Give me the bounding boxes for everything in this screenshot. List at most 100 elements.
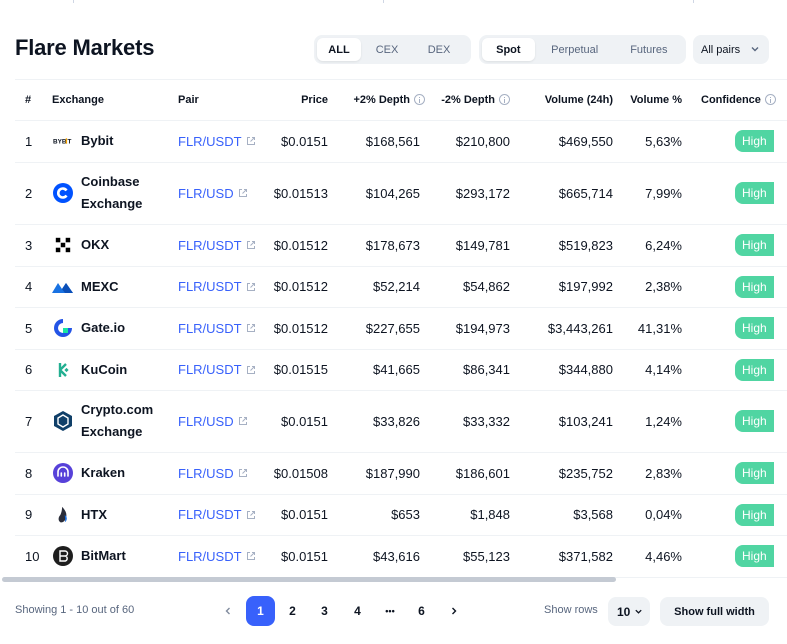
pair-link[interactable]: FLR/USDT (178, 266, 256, 307)
info-icon[interactable] (764, 94, 776, 105)
exchange-name-link[interactable]: MEXC (81, 278, 119, 294)
rank-cell: 9 (25, 507, 33, 522)
pair-link[interactable]: FLR/USDT (178, 120, 256, 162)
confidence-cell: High (735, 390, 774, 452)
col-minus-depth[interactable]: -2% Depth (425, 79, 510, 120)
pair-label: FLR/USDT (178, 237, 242, 253)
col-price[interactable]: Price (301, 93, 328, 106)
tab-futures[interactable]: Futures (630, 43, 668, 56)
horizontal-scrollbar-thumb[interactable] (2, 577, 616, 582)
volume-cell: $665,714 (558, 185, 613, 201)
table-row[interactable]: 9 HTX FLR/USDT $0.0151 $653 $1,848 $3,568 0,04%… (15, 494, 787, 535)
rank-cell: 7 (25, 413, 33, 429)
table-row[interactable]: 2 Coinbase Exchange FLR/USD $0.01513 $104,26… (15, 162, 787, 224)
col-rank[interactable]: # (25, 93, 32, 106)
col-volume[interactable]: Volume (24h) (544, 93, 613, 106)
volume-cell: $469,550 (558, 133, 613, 149)
table-row[interactable]: 3 OKX FLR/USDT $0.01512 $178,673 $149,781 $519… (15, 224, 787, 266)
page-6-button[interactable]: 6 (418, 604, 425, 618)
exchange-name-link[interactable]: HTX (81, 506, 107, 522)
type-filter: ALL CEX DEX (314, 35, 471, 64)
confidence-cell: High (735, 266, 774, 307)
page-ellipsis: ••• (385, 606, 395, 616)
next-page-button[interactable] (444, 596, 464, 626)
pair-link[interactable]: FLR/USDT (178, 224, 256, 266)
rank-cell: 3 (25, 237, 33, 253)
svg-text:BYB: BYB (53, 139, 67, 146)
cryptocom-logo-icon (52, 390, 74, 452)
exchange-name-link[interactable]: OKX (81, 237, 110, 252)
exchange-name-link[interactable]: Bybit (81, 133, 114, 148)
exchange-name-link[interactable]: BitMart (81, 548, 126, 563)
confidence-badge: High (735, 503, 774, 526)
table-row[interactable]: 1 BYB T Bybit FLR/USDT $0.0151 $168,561 $210,80… (15, 120, 787, 162)
tab-dex[interactable]: DEX (427, 43, 451, 56)
plus-depth-cell: $178,673 (365, 237, 420, 253)
minus-depth-cell: $55,123 (463, 548, 510, 564)
rank-cell: 8 (25, 465, 33, 481)
confidence-cell: High (735, 452, 774, 494)
external-link-icon (246, 241, 255, 249)
table-row[interactable]: 6 KuCoin FLR/USDT $0.01515 $41,665 $86,341 $34… (15, 349, 787, 390)
table-row[interactable]: 7 Crypto.com Exchange FLR/USD $0.0151 $33,82… (15, 390, 787, 452)
col-pair[interactable]: Pair (178, 93, 199, 106)
page-2-button[interactable]: 2 (289, 604, 296, 618)
prev-page-button[interactable] (218, 596, 238, 626)
pair-link[interactable]: FLR/USD (178, 390, 248, 452)
table-row[interactable]: 10 BitMart FLR/USDT $0.0151 $43,616 $55,123 $3… (15, 535, 787, 577)
volume-cell: $3,568 (573, 507, 613, 522)
tab-cex[interactable]: CEX (375, 43, 399, 56)
exchange-name-link[interactable]: Coinbase Exchange (81, 174, 143, 211)
col-confidence[interactable]: Confidence (701, 79, 776, 120)
pair-link[interactable]: FLR/USD (178, 162, 248, 224)
page-1-button[interactable]: 1 (246, 596, 275, 626)
rows-per-page-select[interactable]: 10 (608, 597, 650, 626)
exchange-name-link[interactable]: Crypto.com Exchange (81, 402, 154, 439)
external-link-icon (246, 510, 255, 519)
page-3-button[interactable]: 3 (321, 604, 328, 618)
table-row[interactable]: 8 Kraken FLR/USD $0.01508 $187,990 $186,601 $2… (15, 452, 787, 494)
external-link-icon (246, 324, 255, 332)
plus-depth-cell: $168,561 (365, 133, 420, 149)
external-link-icon (238, 469, 247, 477)
minus-depth-cell: $1,848 (470, 507, 510, 522)
pair-link[interactable]: FLR/USDT (178, 535, 256, 577)
info-icon[interactable] (414, 94, 425, 105)
show-full-width-button[interactable]: Show full width (660, 597, 769, 626)
coinbase-logo-icon (52, 162, 74, 224)
minus-depth-cell: $33,332 (463, 413, 510, 429)
pair-label: FLR/USDT (178, 507, 242, 522)
exchange-name-link[interactable]: KuCoin (81, 361, 128, 377)
pair-link[interactable]: FLR/USD (178, 452, 248, 494)
pair-link[interactable]: FLR/USDT (178, 307, 256, 349)
all-pairs-dropdown[interactable]: All pairs (693, 35, 769, 64)
tab-all[interactable]: ALL (317, 38, 361, 61)
table-row[interactable]: 4 MEXC FLR/USDT $0.01512 $52,214 $54,862 $197,… (15, 266, 787, 307)
tab-spot[interactable]: Spot (482, 38, 535, 61)
tab-perpetual[interactable]: Perpetual (551, 43, 599, 56)
col-volume-pct[interactable]: Volume % (630, 93, 682, 106)
page-4-button[interactable]: 4 (354, 604, 361, 618)
table-row[interactable]: 5 Gate.io FLR/USDT $0.01512 $227,655 $194,973… (15, 307, 787, 349)
exchange-name-link[interactable]: Gate.io (81, 320, 126, 335)
volume-cell: $3,443,261 (547, 320, 613, 336)
volume-cell: $344,880 (558, 362, 613, 377)
rank-cell: 4 (25, 279, 33, 294)
info-icon[interactable] (499, 94, 510, 105)
col-plus-depth[interactable]: +2% Depth (335, 79, 425, 120)
volume-cell: $371,582 (558, 548, 613, 564)
top-divider-marks (0, 0, 787, 4)
confidence-badge: High (735, 358, 774, 381)
plus-depth-cell: $187,990 (365, 465, 420, 481)
htx-logo-icon (52, 494, 74, 535)
rank-cell: 5 (25, 320, 33, 336)
exchange-name-link[interactable]: Kraken (81, 465, 126, 480)
pair-link[interactable]: FLR/USDT (178, 494, 256, 535)
pair-link[interactable]: FLR/USDT (178, 349, 256, 390)
col-minus-depth-label: -2% Depth (441, 93, 495, 106)
col-exchange[interactable]: Exchange (52, 93, 104, 106)
pair-label: FLR/USDT (178, 548, 242, 564)
bitmart-logo-icon (52, 535, 74, 577)
confidence-badge: High (735, 234, 774, 256)
plus-depth-cell: $227,655 (365, 320, 420, 336)
